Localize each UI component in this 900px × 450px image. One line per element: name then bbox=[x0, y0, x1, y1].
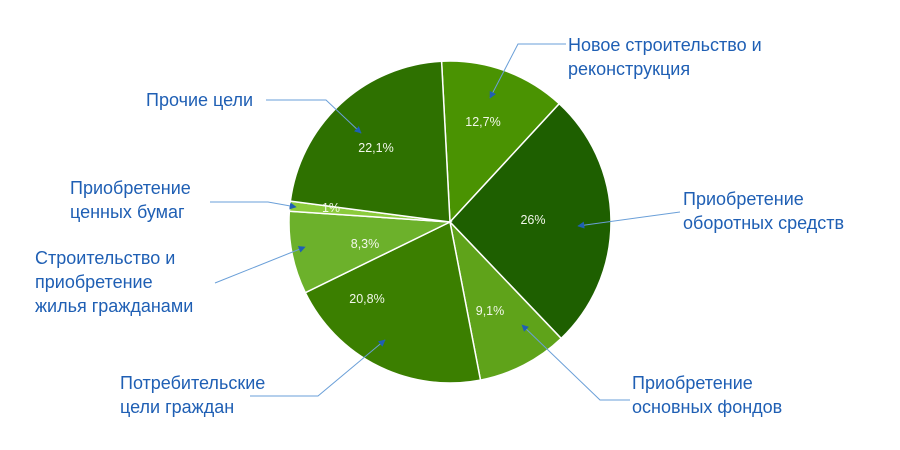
slice-category-label: Приобретение bbox=[632, 373, 753, 393]
leader-line bbox=[577, 211, 681, 229]
slice-category-label: жилья гражданами bbox=[35, 296, 193, 316]
slice-value-label: 12,7% bbox=[465, 115, 500, 129]
leader-line bbox=[266, 99, 362, 134]
leader-line bbox=[210, 201, 297, 210]
slice-category-label: Новое строительство и bbox=[568, 35, 762, 55]
slice-value-label: 9,1% bbox=[476, 304, 505, 318]
pie-slice bbox=[448, 102, 612, 340]
pie-slice bbox=[304, 220, 482, 384]
slice-category-label: Прочие цели bbox=[146, 90, 253, 110]
leader-line bbox=[489, 43, 566, 99]
pie-slice bbox=[289, 60, 451, 223]
slice-value-label: 26% bbox=[520, 213, 545, 227]
leader-line bbox=[250, 339, 386, 397]
slice-category-label: Приобретение bbox=[683, 189, 804, 209]
slice-category-label: цели граждан bbox=[120, 397, 234, 417]
slice-category-label: приобретение bbox=[35, 272, 153, 292]
leader-line bbox=[214, 246, 306, 284]
slice-value-label: 8,3% bbox=[351, 237, 380, 251]
slice-value-label: 20,8% bbox=[349, 292, 384, 306]
slice-value-label: 22,1% bbox=[358, 141, 393, 155]
slice-category-label: Строительство и bbox=[35, 248, 175, 268]
slice-value-label: 1% bbox=[322, 201, 340, 215]
slice-category-label: Приобретение bbox=[70, 178, 191, 198]
slice-category-label: основных фондов bbox=[632, 397, 782, 417]
slice-category-label: оборотных средств bbox=[683, 213, 844, 233]
slice-category-label: Потребительские bbox=[120, 373, 265, 393]
slice-category-label: ценных бумаг bbox=[70, 202, 185, 222]
leader-line bbox=[521, 324, 630, 401]
pie-slice bbox=[448, 219, 563, 381]
slice-category-label: реконструкция bbox=[568, 59, 690, 79]
